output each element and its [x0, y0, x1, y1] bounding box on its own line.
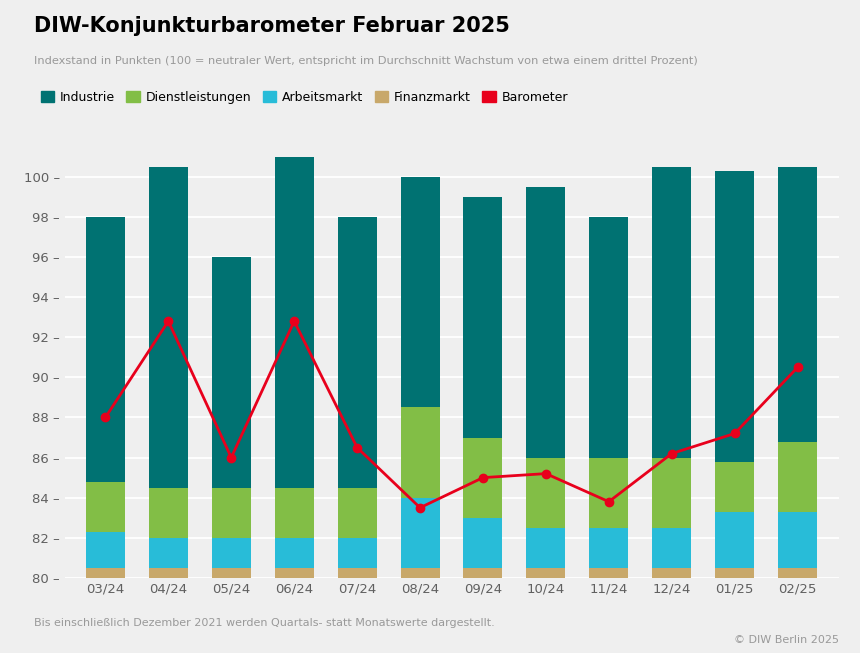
Bar — [401, 498, 439, 568]
Text: © DIW Berlin 2025: © DIW Berlin 2025 — [734, 635, 838, 645]
Bar — [86, 482, 125, 532]
Bar — [716, 462, 754, 512]
Bar — [149, 538, 187, 568]
Bar — [86, 217, 125, 482]
Bar — [716, 512, 754, 568]
Bar — [338, 538, 377, 568]
Bar — [589, 217, 629, 458]
Bar — [338, 568, 377, 578]
Bar — [716, 171, 754, 462]
Bar — [149, 568, 187, 578]
Bar — [464, 568, 502, 578]
Text: Indexstand in Punkten (100 = neutraler Wert, entspricht im Durchschnitt Wachstum: Indexstand in Punkten (100 = neutraler W… — [34, 56, 698, 65]
Bar — [274, 157, 314, 488]
Bar — [589, 458, 629, 528]
Bar — [401, 177, 439, 407]
Bar — [274, 568, 314, 578]
Bar — [652, 458, 691, 528]
Bar — [338, 217, 377, 488]
Bar — [526, 187, 565, 458]
Bar — [401, 568, 439, 578]
Bar — [149, 488, 187, 538]
Bar — [778, 568, 817, 578]
Bar — [464, 438, 502, 518]
Bar — [589, 528, 629, 568]
Bar — [526, 528, 565, 568]
Bar — [212, 488, 251, 538]
Text: DIW-Konjunkturbarometer Februar 2025: DIW-Konjunkturbarometer Februar 2025 — [34, 16, 510, 37]
Text: Bis einschließlich Dezember 2021 werden Quartals- statt Monatswerte dargestellt.: Bis einschließlich Dezember 2021 werden … — [34, 618, 495, 628]
Bar — [401, 407, 439, 498]
Bar — [149, 167, 187, 488]
Bar — [86, 568, 125, 578]
Bar — [526, 568, 565, 578]
Bar — [274, 488, 314, 538]
Bar — [652, 167, 691, 458]
Bar — [86, 532, 125, 568]
Bar — [464, 197, 502, 438]
Bar — [212, 568, 251, 578]
Bar — [338, 488, 377, 538]
Bar — [526, 458, 565, 528]
Bar — [589, 568, 629, 578]
Bar — [652, 528, 691, 568]
Bar — [464, 518, 502, 568]
Bar — [778, 441, 817, 512]
Bar — [652, 568, 691, 578]
Legend: Industrie, Dienstleistungen, Arbeitsmarkt, Finanzmarkt, Barometer: Industrie, Dienstleistungen, Arbeitsmark… — [40, 91, 568, 104]
Bar — [716, 568, 754, 578]
Bar — [212, 257, 251, 488]
Bar — [274, 538, 314, 568]
Bar — [778, 167, 817, 441]
Bar — [778, 512, 817, 568]
Bar — [212, 538, 251, 568]
